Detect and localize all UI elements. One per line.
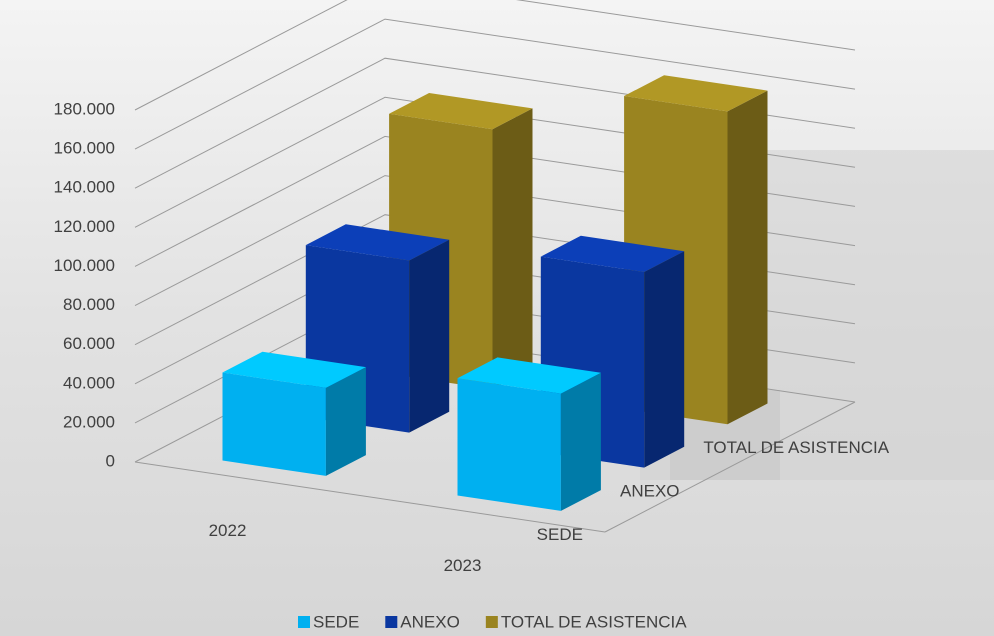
x-tick-label: 2023 (444, 556, 482, 575)
legend-swatch (485, 616, 498, 628)
bar (222, 351, 366, 476)
y-tick-label: 100.000 (54, 256, 115, 275)
bar-side (325, 367, 366, 476)
floor-edge (134, 461, 606, 533)
legend-label: SEDE (313, 612, 359, 631)
legend-swatch (298, 616, 310, 628)
x-tick-label: 2022 (209, 521, 247, 540)
depth-label: SEDE (537, 525, 583, 544)
grid-line (134, 0, 856, 111)
y-tick-label: 0 (106, 451, 115, 470)
y-tick-label: 40.000 (63, 373, 115, 392)
bar (457, 357, 601, 511)
bar-top (305, 224, 450, 261)
floor-edge (604, 401, 856, 533)
grid-line (134, 18, 856, 150)
bar-top (624, 75, 768, 112)
y-tick-label: 20.000 (63, 412, 115, 431)
depth-label: TOTAL DE ASISTENCIA (703, 438, 889, 457)
bar-top (540, 235, 685, 272)
legend-label: ANEXO (400, 612, 460, 631)
y-tick-label: 180.000 (54, 99, 115, 118)
bar-side (560, 372, 601, 511)
bar-side (409, 239, 450, 433)
legend-label: TOTAL DE ASISTENCIA (501, 612, 687, 631)
y-tick-label: 80.000 (63, 295, 115, 314)
bar-top (457, 357, 601, 394)
legend-swatch (385, 616, 398, 628)
y-tick-label: 160.000 (54, 139, 115, 158)
bar-side (644, 251, 685, 468)
bar-front (457, 378, 561, 511)
bar-side (492, 108, 533, 390)
y-tick-label: 140.000 (54, 178, 115, 197)
bar-top (222, 351, 366, 388)
bar-front (222, 372, 326, 476)
y-tick-label: 60.000 (63, 334, 115, 353)
depth-label: ANEXO (620, 481, 680, 500)
bar-side (727, 90, 768, 425)
bar-top (389, 93, 533, 130)
y-tick-label: 120.000 (54, 217, 115, 236)
